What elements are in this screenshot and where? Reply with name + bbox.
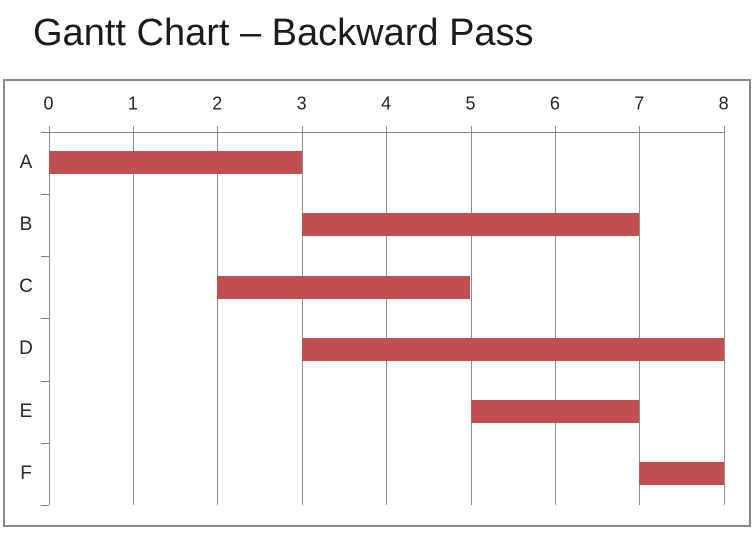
x-gridline xyxy=(217,126,219,505)
category-label-C: C xyxy=(19,276,33,298)
x-axis-tick-label: 3 xyxy=(296,93,307,114)
category-label-A: A xyxy=(19,151,33,173)
x-axis-tick-label: 7 xyxy=(634,93,645,114)
y-axis-tick xyxy=(41,131,49,133)
category-label-E: E xyxy=(19,400,33,422)
x-axis-tick-label: 5 xyxy=(465,93,476,114)
x-gridline xyxy=(48,126,50,505)
gantt-bar-F xyxy=(639,462,724,486)
y-axis-tick xyxy=(41,505,49,506)
y-axis-tick xyxy=(41,256,49,257)
gantt-bar-C xyxy=(217,275,471,299)
x-gridline xyxy=(639,126,641,505)
y-axis-tick xyxy=(41,380,49,382)
y-axis-tick xyxy=(41,442,49,444)
gantt-bar-A xyxy=(48,151,302,175)
x-axis-tick-label: 2 xyxy=(212,93,223,114)
category-label-B: B xyxy=(19,213,33,235)
x-gridline xyxy=(386,126,388,505)
gantt-bar-D xyxy=(301,337,724,361)
category-label-F: F xyxy=(20,462,32,484)
x-gridline xyxy=(301,126,303,505)
y-axis-tick xyxy=(41,318,49,320)
x-axis-tick-label: 4 xyxy=(381,93,392,114)
x-axis-line xyxy=(48,131,724,133)
x-axis-tick-label: 8 xyxy=(718,93,729,114)
x-gridline xyxy=(470,126,472,505)
x-axis-tick-label: 6 xyxy=(549,93,560,114)
gantt-bar-B xyxy=(301,213,640,237)
x-axis-tick-label: 0 xyxy=(43,93,54,114)
x-gridline xyxy=(723,126,725,505)
page-title: Gantt Chart – Backward Pass xyxy=(33,12,534,54)
gantt-bar-E xyxy=(470,400,640,424)
x-gridline xyxy=(554,126,556,505)
y-axis-tick xyxy=(41,193,49,195)
x-axis-tick-label: 1 xyxy=(127,93,138,114)
x-gridline xyxy=(132,126,134,505)
category-label-D: D xyxy=(19,338,33,360)
